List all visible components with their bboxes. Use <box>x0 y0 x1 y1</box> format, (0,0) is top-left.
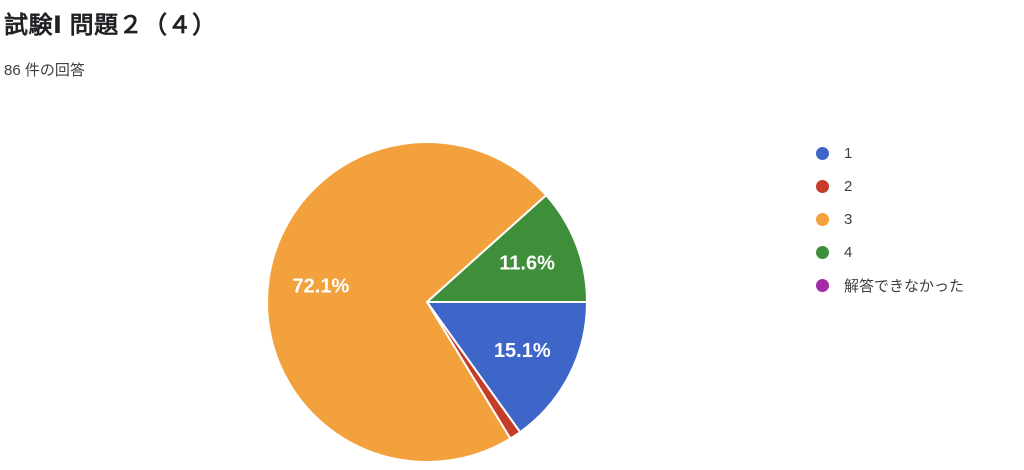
pie-slice-label: 15.1% <box>494 340 551 362</box>
legend-swatch-icon <box>816 146 829 160</box>
pie-slice-1[interactable] <box>426 301 588 434</box>
pie-chart-svg: 15.1% 72.1% 11.6% <box>266 141 588 463</box>
chart-title: 試験Ⅰ 問題２（４） <box>4 12 217 39</box>
pie-slice-label: 72.1% <box>293 275 350 297</box>
legend-item-label: 解答できなかった <box>844 277 965 295</box>
pie-slice-3[interactable] <box>266 141 548 463</box>
legend-swatch-icon <box>816 179 829 193</box>
legend-swatch-icon <box>816 245 829 259</box>
legend-item-3: 3 <box>814 206 964 232</box>
legend-swatch-icon <box>816 278 829 292</box>
legend-item-label: 3 <box>844 210 853 228</box>
chart-legend: 1 2 3 4 解答できなかった <box>814 140 964 305</box>
legend-swatch-icon <box>816 212 829 226</box>
pie-slice-label: 11.6% <box>499 253 555 275</box>
legend-item-label: 4 <box>844 243 853 261</box>
legend-item-label: 2 <box>844 177 853 195</box>
pie-slice-4[interactable] <box>426 194 588 303</box>
legend-item-label: 1 <box>844 144 853 162</box>
legend-item-1: 1 <box>814 140 964 166</box>
legend-item-4: 4 <box>814 239 964 265</box>
legend-item-no-answer: 解答できなかった <box>814 272 964 298</box>
pie-chart: 15.1% 72.1% 11.6% <box>257 132 597 470</box>
response-count: 86 件の回答 <box>4 62 85 79</box>
legend-item-2: 2 <box>814 173 964 199</box>
